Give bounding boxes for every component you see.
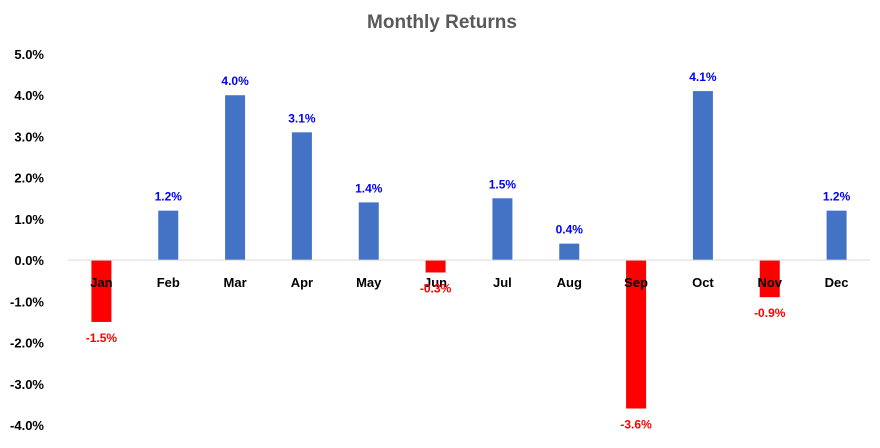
x-tick-label: Jul — [493, 275, 512, 290]
bar-jul — [492, 198, 513, 261]
y-axis-ticks: 5.0% 4.0% 3.0% 2.0% 1.0% 0.0% -1.0% -2.0% -3.0% -… — [10, 47, 44, 433]
data-label: 3.1% — [288, 111, 316, 125]
data-label: 4.0% — [221, 74, 249, 88]
data-label: 0.4% — [556, 223, 584, 237]
x-tick-label: Apr — [291, 275, 313, 290]
y-tick-label: 1.0% — [14, 212, 44, 227]
bar-jun — [425, 260, 446, 273]
bar-apr — [291, 132, 312, 261]
bar-jan — [91, 260, 112, 322]
bar-nov — [759, 260, 780, 298]
y-tick-label: 2.0% — [14, 171, 44, 186]
y-tick-label: -2.0% — [10, 336, 44, 351]
bar-oct — [692, 91, 713, 261]
x-tick-label: Jun — [424, 275, 447, 290]
x-tick-label: Jan — [90, 275, 112, 290]
bar-feb — [158, 210, 179, 261]
data-label: -3.6% — [620, 418, 652, 432]
y-tick-label: -3.0% — [10, 377, 44, 392]
y-tick-label: 5.0% — [14, 47, 44, 62]
data-label: -0.3% — [420, 281, 452, 295]
data-labels: -1.5% 1.2% 4.0% 3.1% 1.4% -0.3% 1.5% 0.4% -3.6% 4… — [86, 70, 851, 431]
bar-aug — [559, 243, 580, 261]
bar-mar — [225, 95, 246, 261]
x-tick-label: Mar — [224, 275, 247, 290]
x-tick-label: Feb — [157, 275, 180, 290]
x-tick-label: Oct — [692, 275, 714, 290]
chart-title: Monthly Returns — [367, 12, 517, 33]
data-label: 4.1% — [689, 70, 717, 84]
x-tick-label: Dec — [825, 275, 849, 290]
data-label: -0.9% — [754, 306, 786, 320]
y-tick-label: -4.0% — [10, 418, 44, 433]
data-label: 1.2% — [155, 190, 183, 204]
bar-sep — [626, 260, 647, 409]
x-tick-label: Sep — [624, 275, 648, 290]
y-tick-label: 3.0% — [14, 129, 44, 144]
x-tick-label: Nov — [757, 275, 782, 290]
data-label: 1.2% — [823, 190, 851, 204]
data-label: 1.4% — [355, 181, 383, 195]
y-tick-label: 4.0% — [14, 88, 44, 103]
bar-may — [358, 202, 379, 261]
y-tick-label: -1.0% — [10, 294, 44, 309]
x-tick-label: Aug — [557, 275, 582, 290]
data-label: 1.5% — [489, 177, 517, 191]
data-label: -1.5% — [86, 331, 118, 345]
x-axis-ticks: Jan Feb Mar Apr May Jun Jul Aug Sep Oct Nov Dec — [90, 275, 848, 290]
bars — [91, 91, 847, 409]
y-tick-label: 0.0% — [14, 253, 44, 268]
x-tick-label: May — [356, 275, 382, 290]
bar-dec — [826, 210, 847, 261]
